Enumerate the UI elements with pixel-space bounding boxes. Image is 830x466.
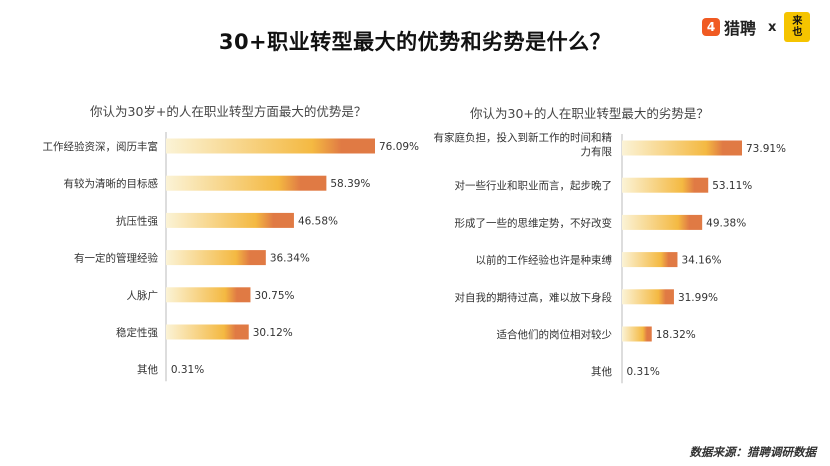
left-bar-chart: 工作经验资深，阅历丰富 76.09% 有较为清晰的目标感 58.39% 抗压性强 46.5… [43, 132, 419, 382]
left-category-line: 稳定性强 [116, 326, 158, 339]
left-category-label: 工作经验资深，阅历丰富 [43, 140, 159, 153]
left-value-label: 58.39% [330, 178, 370, 190]
right-category-line: 以前的工作经验也许是种束缚 [476, 254, 613, 267]
right-bar [622, 252, 678, 268]
left-value-label: 46.58% [298, 215, 338, 227]
right-value-label: 53.11% [712, 180, 752, 192]
liepin-logo-icon: 4 [702, 18, 720, 36]
right-bar [622, 214, 703, 230]
left-category-label: 有一定的管理经验 [74, 252, 158, 265]
left-value-label: 36.34% [270, 253, 310, 265]
left-category-label: 人脉广 [127, 289, 159, 302]
right-value-label: 73.91% [746, 143, 786, 155]
left-category-label: 有较为清晰的目标感 [64, 177, 159, 190]
logo-separator: x [768, 19, 777, 35]
right-bar [622, 177, 709, 193]
left-value-label: 0.31% [171, 364, 204, 376]
partner-logo-top: 来 [792, 16, 803, 27]
left-bar [166, 287, 251, 303]
right-value-label: 49.38% [706, 217, 746, 229]
right-category-label: 对一些行业和职业而言，起步晚了 [455, 179, 613, 192]
right-category-label: 适合他们的岗位相对较少 [497, 328, 613, 341]
right-bar [622, 326, 652, 342]
left-value-label: 76.09% [379, 141, 419, 153]
right-category-line: 其他 [591, 365, 612, 378]
left-bar [166, 138, 375, 154]
left-category-line: 人脉广 [127, 289, 159, 302]
right-chart-title: 你认为30+的人在职业转型最大的劣势是？ [470, 106, 709, 121]
liepin-brand-name: 猎聘 [724, 19, 757, 38]
partner-logo-bottom: 也 [792, 27, 803, 38]
left-category-label: 其他 [137, 363, 158, 376]
left-bar [166, 175, 327, 191]
left-chart-title: 你认为30岁+的人在职业转型方面最大的优势是？ [90, 104, 367, 119]
right-category-label: 其他 [591, 365, 612, 378]
page-title: 30+职业转型最大的优势和劣势是什么？ [218, 30, 612, 54]
right-category-line: 力有限 [581, 145, 613, 158]
left-category-label: 稳定性强 [116, 326, 158, 339]
right-value-label: 18.32% [656, 329, 696, 341]
data-source: 数据来源：猎聘调研数据 [689, 445, 817, 459]
logo-area: 4 猎聘 x 来 也 [702, 10, 811, 44]
right-value-label: 34.16% [681, 255, 721, 267]
right-category-line: 形成了一些的思维定势，不好改变 [455, 216, 613, 229]
right-category-line: 对自我的期待过高，难以放下身段 [455, 291, 613, 304]
right-category-line: 有家庭负担，投入到新工作的时间和精 [434, 131, 613, 144]
partner-logo: 来 也 [784, 12, 811, 42]
right-category-label: 以前的工作经验也许是种束缚 [476, 254, 613, 267]
left-category-line: 有较为清晰的目标感 [64, 177, 159, 190]
right-category-label: 形成了一些的思维定势，不好改变 [455, 216, 613, 229]
right-bar [622, 289, 674, 305]
right-category-line: 对一些行业和职业而言，起步晚了 [455, 179, 613, 192]
left-category-line: 有一定的管理经验 [74, 252, 158, 265]
left-category-line: 抗压性强 [116, 214, 158, 227]
right-value-label: 0.31% [627, 366, 660, 378]
right-category-line: 适合他们的岗位相对较少 [497, 328, 613, 341]
left-category-line: 工作经验资深，阅历丰富 [43, 140, 159, 153]
left-category-label: 抗压性强 [116, 214, 158, 227]
right-bar-chart: 有家庭负担，投入到新工作的时间和精力有限 73.91% 对一些行业和职业而言，起步晚… [434, 131, 786, 384]
right-bar [622, 140, 742, 156]
left-value-label: 30.12% [253, 327, 293, 339]
left-bar [166, 324, 249, 340]
left-category-line: 其他 [137, 363, 158, 376]
right-category-label: 对自我的期待过高，难以放下身段 [455, 291, 613, 304]
right-value-label: 31.99% [678, 292, 718, 304]
left-bar [166, 212, 294, 228]
right-category-label: 有家庭负担，投入到新工作的时间和精力有限 [434, 131, 613, 158]
left-value-label: 30.75% [254, 290, 294, 302]
left-bar [166, 250, 266, 266]
